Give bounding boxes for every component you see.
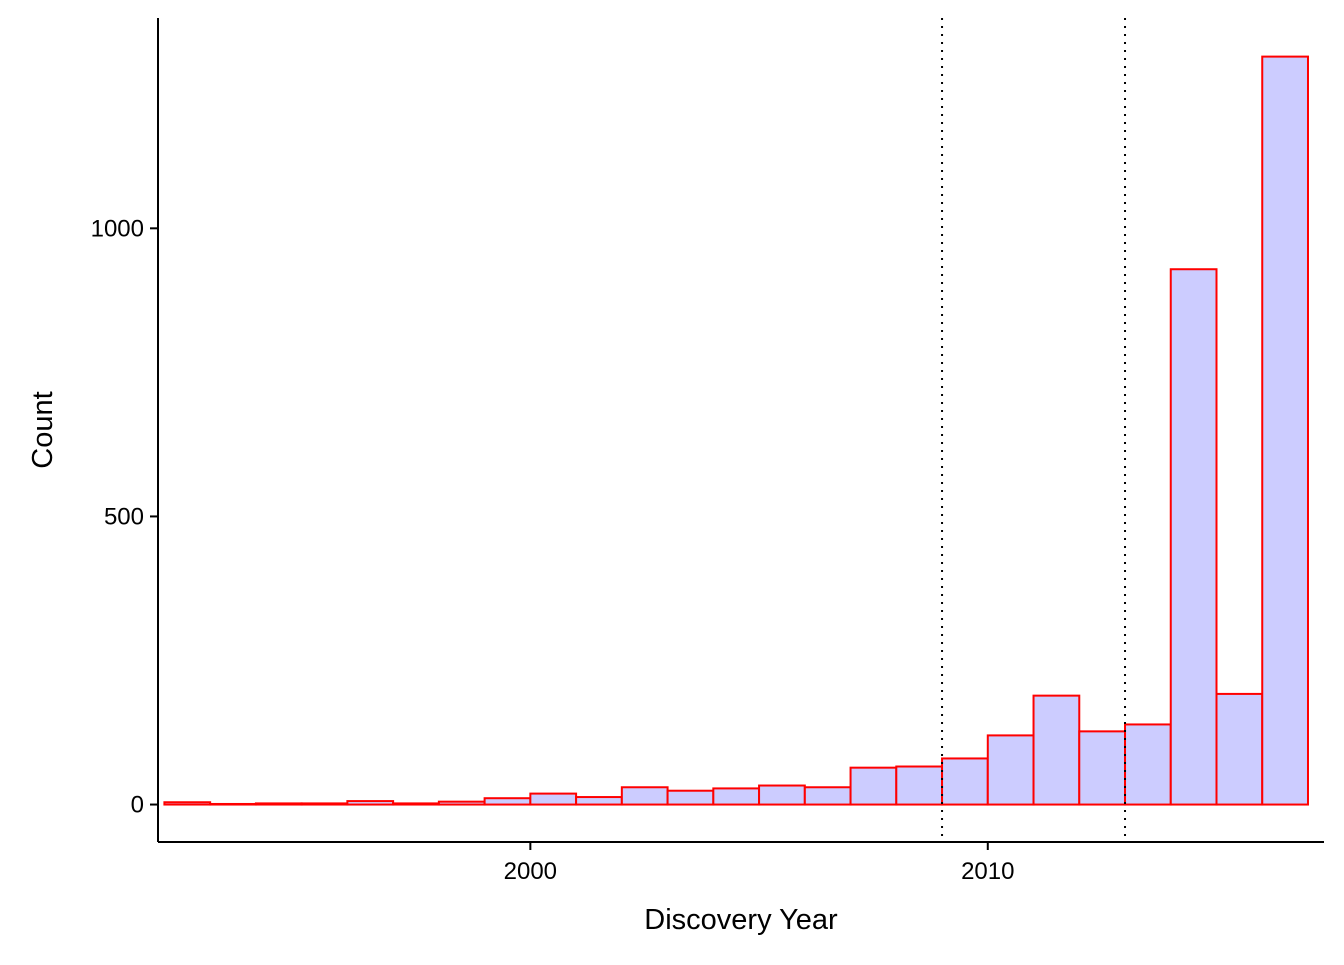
histogram-bar-19: [1032, 694, 1081, 806]
histogram-bar-24: [1261, 55, 1309, 806]
histogram-bar-11: [666, 789, 715, 806]
histogram-bar-4: [346, 800, 395, 806]
reference-lines-layer: [941, 18, 1127, 842]
y-tick-label-1: 500: [104, 503, 144, 530]
y-axis-title: Count: [27, 391, 59, 468]
histogram-bar-6: [437, 800, 486, 806]
ticks-layer: 2000 2010 0 500 1000: [91, 215, 1015, 885]
axes-layer: [157, 18, 1324, 843]
histogram-bar-13: [758, 784, 806, 806]
bars-layer: [163, 55, 1309, 806]
histogram-bar-5: [392, 802, 440, 806]
histogram-bar-14: [803, 786, 852, 806]
histogram-bar-12: [712, 787, 761, 806]
x-axis-title: Discovery Year: [644, 904, 838, 936]
y-tick-label-2: 1000: [91, 215, 144, 242]
x-tick-label-0: 2000: [504, 858, 557, 885]
histogram-bar-15: [849, 766, 898, 806]
histogram-bar-7: [483, 797, 532, 806]
histogram-bar-10: [620, 786, 669, 806]
histogram-bar-16: [895, 765, 944, 806]
histogram-bar-18: [986, 734, 1035, 806]
histogram-bar-3: [300, 802, 349, 806]
x-tick-label-1: 2010: [961, 858, 1014, 885]
y-tick-label-0: 0: [131, 792, 144, 819]
histogram-bar-0: [163, 801, 212, 806]
histogram-bar-22: [1169, 268, 1218, 806]
histogram-bar-20: [1078, 730, 1127, 806]
histogram-bar-1: [209, 802, 257, 806]
histogram-bar-2: [254, 802, 303, 806]
histogram-bar-9: [575, 796, 623, 806]
histogram-bar-17: [941, 757, 989, 806]
histogram-bar-23: [1215, 692, 1264, 806]
histogram-bar-8: [529, 792, 578, 806]
histogram-bar-21: [1124, 723, 1172, 806]
